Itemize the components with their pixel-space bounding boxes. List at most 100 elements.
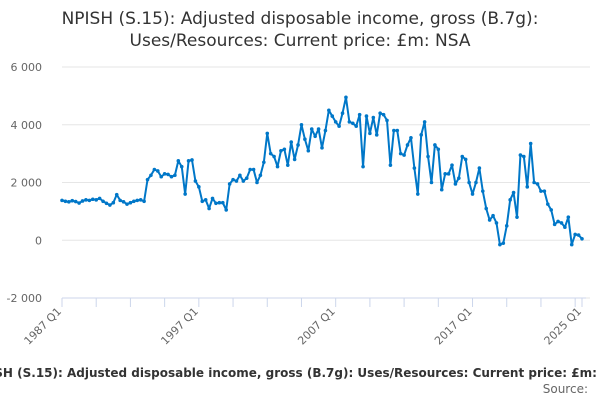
- data-point: [224, 208, 229, 212]
- data-point: [258, 173, 263, 178]
- data-point: [84, 198, 88, 202]
- data-point: [498, 242, 502, 247]
- data-point: [446, 172, 451, 176]
- data-point: [176, 159, 181, 163]
- data-point: [162, 172, 167, 176]
- data-point: [409, 135, 413, 140]
- data-point: [361, 164, 365, 169]
- title-line-1: NPISH (S.15): Adjusted disposable income…: [61, 9, 539, 29]
- data-point: [135, 198, 140, 203]
- data-point: [152, 167, 157, 172]
- data-point: [77, 201, 81, 205]
- x-tick-label: 1997 Q1: [158, 305, 201, 348]
- data-point: [159, 174, 164, 179]
- data-point: [203, 198, 208, 202]
- data-point: [220, 200, 225, 205]
- data-point: [114, 192, 119, 197]
- data-point: [145, 177, 150, 182]
- data-point: [333, 120, 338, 124]
- data-point: [340, 111, 345, 115]
- data-point: [484, 206, 489, 211]
- data-point: [388, 163, 393, 167]
- data-point: [385, 118, 389, 123]
- data-point: [559, 221, 564, 225]
- data-point: [522, 154, 526, 159]
- data-point: [504, 224, 509, 228]
- data-point: [217, 200, 222, 205]
- data-point: [415, 192, 420, 196]
- data-point: [306, 148, 311, 153]
- data-point: [197, 185, 201, 189]
- data-point: [480, 189, 485, 193]
- data-point: [463, 157, 468, 162]
- data-point: [299, 122, 304, 127]
- data-point: [412, 166, 417, 170]
- data-point: [231, 177, 235, 182]
- data-point: [378, 111, 382, 115]
- data-point: [508, 198, 512, 202]
- source-label: Source:: [542, 382, 588, 396]
- data-point: [494, 221, 499, 225]
- x-tick-label: 2007 Q1: [295, 305, 338, 348]
- data-point: [549, 208, 554, 212]
- data-point: [467, 180, 471, 185]
- title-line-2: Uses/Resources: Current price: £m: NSA: [129, 31, 471, 51]
- data-point: [296, 143, 300, 147]
- data-point: [214, 201, 218, 206]
- data-point: [552, 222, 557, 227]
- data-point: [282, 147, 287, 152]
- data-point: [569, 242, 574, 247]
- data-point: [244, 176, 249, 180]
- data-point: [429, 180, 434, 185]
- data-point: [234, 179, 239, 183]
- data-point: [60, 198, 64, 203]
- data-point: [470, 192, 475, 196]
- data-point: [97, 196, 102, 201]
- data-point: [275, 164, 280, 169]
- data-point: [67, 200, 71, 204]
- data-point: [309, 127, 314, 131]
- data-point: [402, 153, 406, 157]
- data-point: [87, 198, 92, 203]
- data-point: [285, 163, 290, 167]
- data-point: [460, 154, 465, 159]
- data-point: [542, 189, 547, 193]
- data-point: [392, 128, 396, 133]
- data-point: [111, 200, 116, 205]
- data-point: [357, 112, 362, 117]
- data-point: [511, 190, 516, 195]
- data-point: [525, 185, 530, 189]
- data-point: [566, 215, 571, 219]
- data-point: [303, 137, 307, 141]
- data-point: [138, 198, 143, 202]
- data-point: [272, 154, 276, 159]
- data-point: [576, 233, 581, 237]
- data-point: [63, 199, 68, 204]
- data-point: [573, 232, 577, 237]
- data-point: [70, 198, 75, 203]
- data-point: [354, 124, 359, 128]
- data-point: [344, 95, 348, 100]
- data-point: [395, 128, 400, 133]
- y-tick-label: 0: [35, 234, 42, 247]
- data-point: [179, 164, 184, 169]
- data-point: [453, 182, 458, 186]
- data-point: [149, 173, 153, 178]
- series-line: [61, 96, 583, 246]
- data-point: [539, 189, 543, 193]
- data-point: [374, 133, 379, 137]
- data-point: [439, 187, 444, 192]
- data-point: [350, 121, 355, 126]
- x-tick-label: 2017 Q1: [432, 305, 475, 348]
- x-tick-label: 1987 Q1: [22, 305, 65, 348]
- data-point: [108, 203, 112, 207]
- data-point: [450, 163, 454, 167]
- data-point: [193, 179, 198, 183]
- data-point: [190, 158, 194, 162]
- data-point: [491, 213, 495, 218]
- data-point: [327, 108, 331, 113]
- data-point: [528, 141, 533, 146]
- data-point: [128, 200, 133, 205]
- data-point: [292, 157, 297, 162]
- data-point: [545, 202, 550, 206]
